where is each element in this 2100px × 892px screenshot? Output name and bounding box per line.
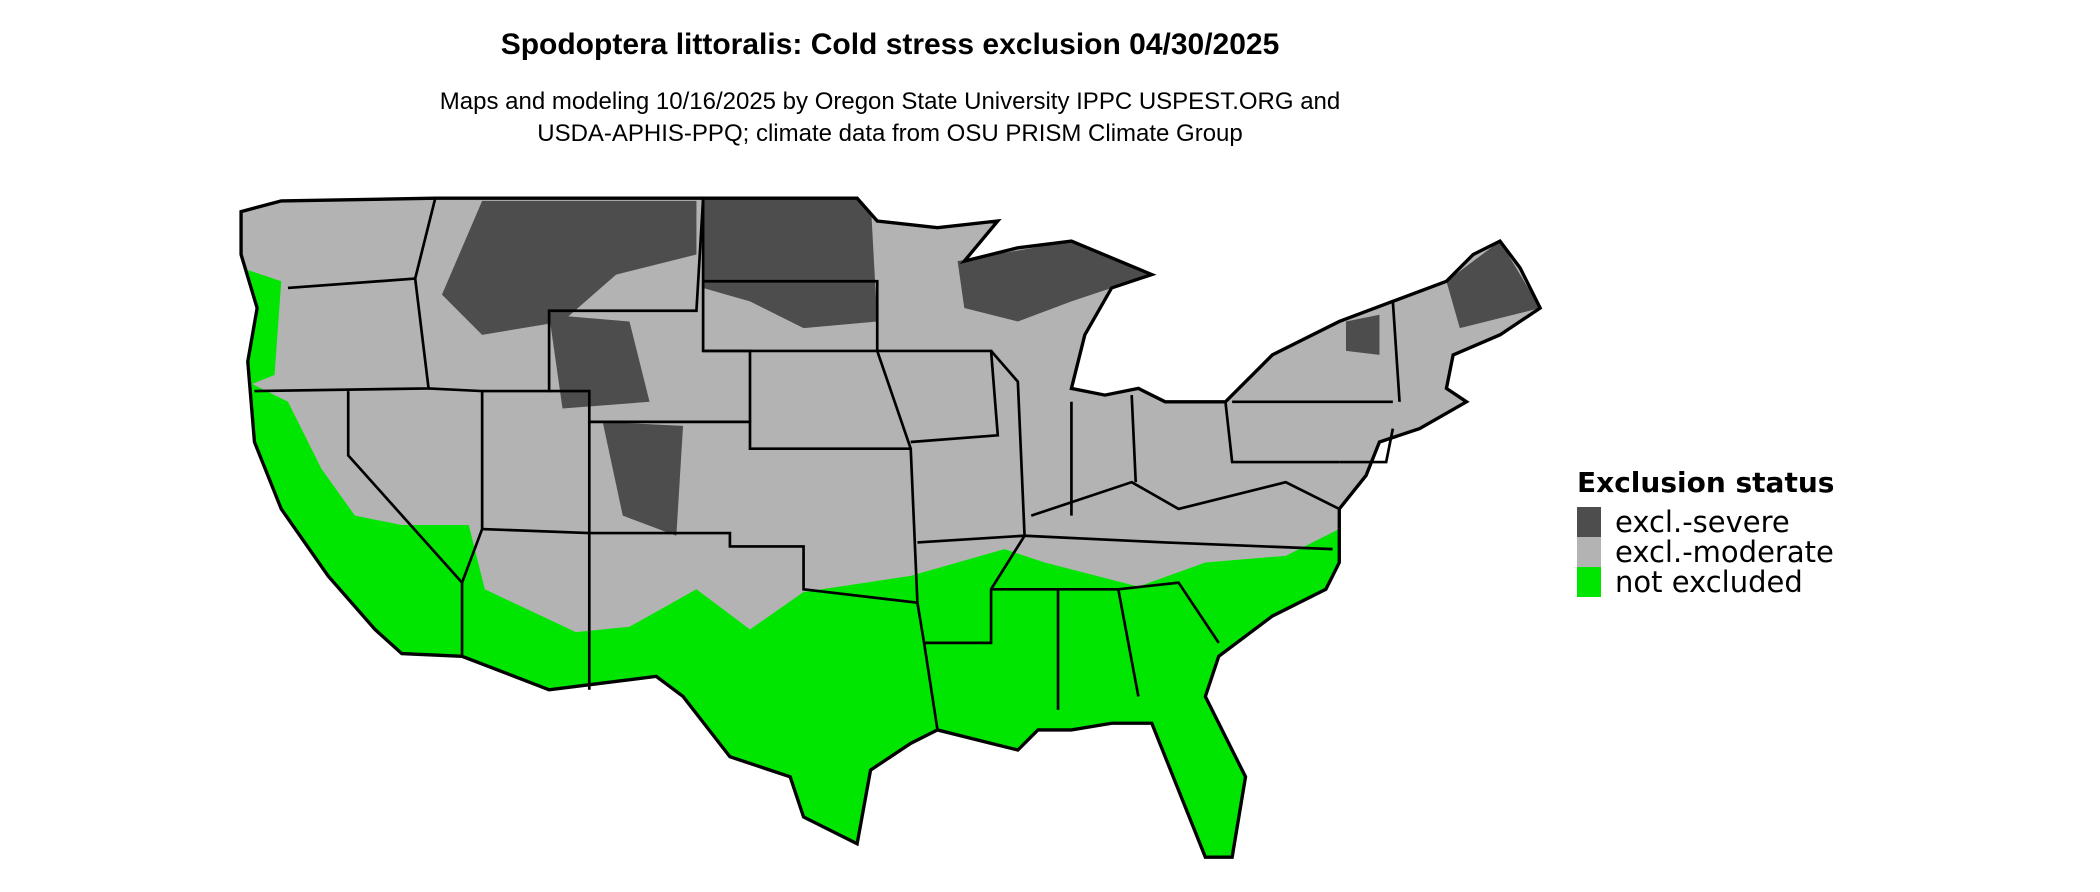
severe-adirondacks <box>1345 314 1380 355</box>
subtitle-line-1: Maps and modeling 10/16/2025 by Oregon S… <box>439 88 1341 115</box>
severe-wyoming <box>549 314 650 409</box>
map-subtitle: Maps and modeling 10/16/2025 by Oregon S… <box>0 86 1780 150</box>
state-borders <box>254 197 1401 731</box>
severe-northern-plains <box>703 198 878 329</box>
legend-title: Exclusion status <box>1577 466 1835 499</box>
legend: Exclusion status excl.-severe excl.-mode… <box>1577 466 1835 599</box>
legend-swatch-moderate <box>1577 537 1601 567</box>
legend-item-severe: excl.-severe <box>1577 505 1834 539</box>
legend-swatch-not-excluded <box>1577 567 1601 597</box>
severe-upper-midwest <box>957 241 1152 322</box>
legend-swatch-severe <box>1577 507 1601 537</box>
legend-item-moderate: excl.-moderate <box>1577 535 1834 569</box>
legend-item-not-excluded: not excluded <box>1577 565 1834 599</box>
map-title: Spodoptera littoralis: Cold stress exclu… <box>500 28 1280 61</box>
legend-label: not excluded <box>1615 565 1803 599</box>
legend-label: excl.-severe <box>1615 505 1790 539</box>
subtitle-line-2: USDA-APHIS-PPQ; climate data from OSU PR… <box>537 120 1243 147</box>
severe-colorado <box>602 421 684 536</box>
legend-label: excl.-moderate <box>1615 535 1834 569</box>
severe-montana <box>441 200 697 335</box>
severe-maine <box>1446 241 1541 329</box>
severe-regions <box>441 198 1541 536</box>
